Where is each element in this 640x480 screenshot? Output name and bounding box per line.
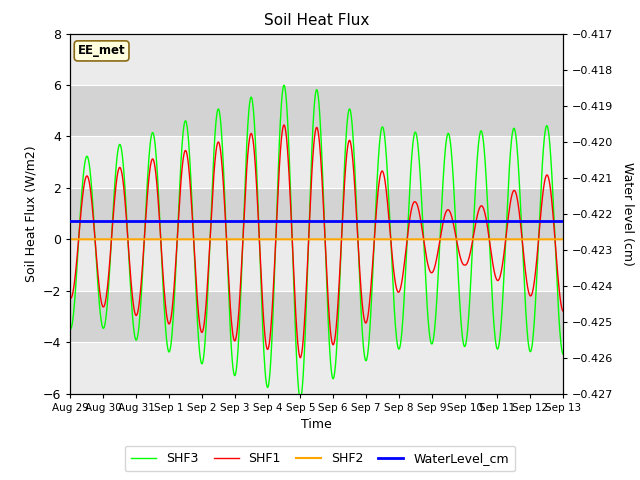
Bar: [70, 342, 563, 394]
SHF3: [231, 372, 239, 378]
Title: Soil Heat Flux: Soil Heat Flux: [264, 13, 369, 28]
SHF3: [176, 177, 184, 182]
Bar: [70, 136, 563, 188]
SHF1: [394, 288, 401, 294]
SHF1: [280, 122, 288, 128]
Bar: [70, 291, 563, 342]
WaterLevel_cm: [67, 218, 74, 224]
Text: EE_met: EE_met: [78, 44, 125, 58]
SHF1: [231, 338, 239, 344]
SHF2: [67, 237, 74, 242]
SHF2: [500, 237, 508, 242]
SHF2: [393, 237, 401, 242]
SHF2: [176, 237, 184, 242]
Line: SHF3: SHF3: [70, 85, 563, 399]
Line: SHF1: SHF1: [70, 125, 563, 358]
SHF1: [164, 319, 172, 325]
Y-axis label: Water level (cm): Water level (cm): [621, 162, 634, 265]
SHF3: [502, 244, 509, 250]
SHF3: [164, 347, 172, 353]
SHF2: [231, 237, 239, 242]
Bar: [70, 34, 563, 85]
SHF1: [559, 309, 567, 314]
SHF1: [502, 240, 509, 245]
SHF1: [458, 259, 466, 265]
SHF2: [559, 237, 567, 242]
SHF3: [394, 342, 401, 348]
SHF3: [67, 326, 74, 332]
Bar: [70, 188, 563, 240]
Y-axis label: Soil Heat Flux (W/m2): Soil Heat Flux (W/m2): [24, 145, 38, 282]
SHF3: [458, 328, 466, 334]
SHF1: [176, 192, 184, 197]
Bar: [70, 85, 563, 136]
SHF2: [458, 237, 465, 242]
SHF3: [296, 396, 304, 402]
Bar: [70, 240, 563, 291]
SHF3: [559, 351, 567, 357]
SHF1: [67, 296, 74, 301]
X-axis label: Time: Time: [301, 418, 332, 431]
SHF3: [280, 83, 288, 88]
WaterLevel_cm: [99, 218, 107, 224]
Legend: SHF3, SHF1, SHF2, WaterLevel_cm: SHF3, SHF1, SHF2, WaterLevel_cm: [125, 446, 515, 471]
SHF2: [164, 237, 172, 242]
SHF1: [296, 355, 304, 360]
